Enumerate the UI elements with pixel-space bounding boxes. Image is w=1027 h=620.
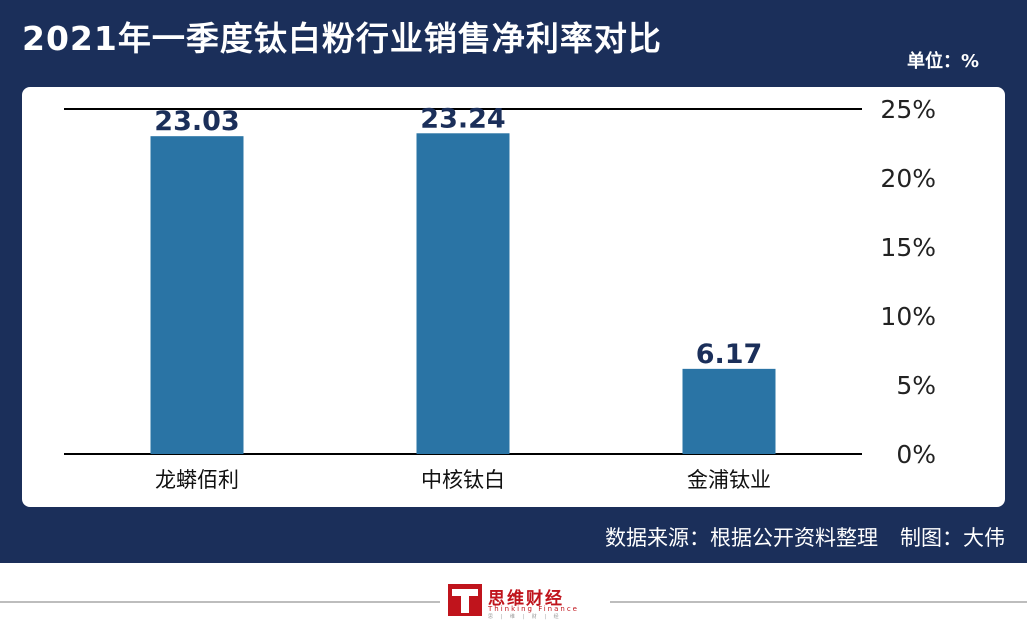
logo-name-en: Thinking Finance (488, 605, 579, 613)
bar-value-label: 23.24 (420, 103, 505, 134)
brand-logo: 思维财经 Thinking Finance 思 | 维 | 财 | 经 (440, 582, 610, 620)
chart-panel: 0% 5% 10% 15% 20% 25% 23.03 龙蟒佰利 23.24 中核钛白 6.17 金… (22, 87, 1005, 507)
logo-tagline: 思 | 维 | 财 | 经 (488, 614, 562, 620)
chart-title: 2021年一季度钛白粉行业销售净利率对比 (22, 19, 662, 58)
data-source-text: 数据来源：根据公开资料整理 (605, 526, 878, 550)
y-tick-label: 10% (880, 302, 936, 331)
chart-credit-text: 制图：大伟 (900, 526, 1005, 550)
x-category-label: 金浦钛业 (687, 468, 771, 492)
bar-chart: 0% 5% 10% 15% 20% 25% 23.03 龙蟒佰利 23.24 中核钛白 6.17 金… (64, 95, 936, 492)
y-tick-label: 15% (880, 233, 936, 262)
bar (682, 368, 776, 454)
logo-name-cn: 思维财经 (488, 589, 564, 609)
unit-label: 单位：% (906, 51, 979, 72)
source-line: 数据来源：根据公开资料整理 制图：大伟 (605, 522, 1005, 552)
x-category-label: 龙蟒佰利 (155, 468, 239, 492)
bar (416, 133, 510, 454)
bar-value-label: 23.03 (154, 106, 239, 137)
logo-t-icon (448, 584, 482, 616)
chart-frame: 2021年一季度钛白粉行业销售净利率对比 单位：% 0% 5% 10% 15% 20% 2… (0, 0, 1027, 563)
y-tick-label: 20% (880, 164, 936, 193)
x-category-label: 中核钛白 (421, 468, 505, 492)
bar-value-label: 6.17 (696, 339, 763, 370)
bar (150, 136, 244, 454)
y-tick-label: 5% (896, 371, 936, 400)
y-tick-label: 0% (896, 440, 936, 469)
y-tick-label: 25% (880, 95, 936, 124)
